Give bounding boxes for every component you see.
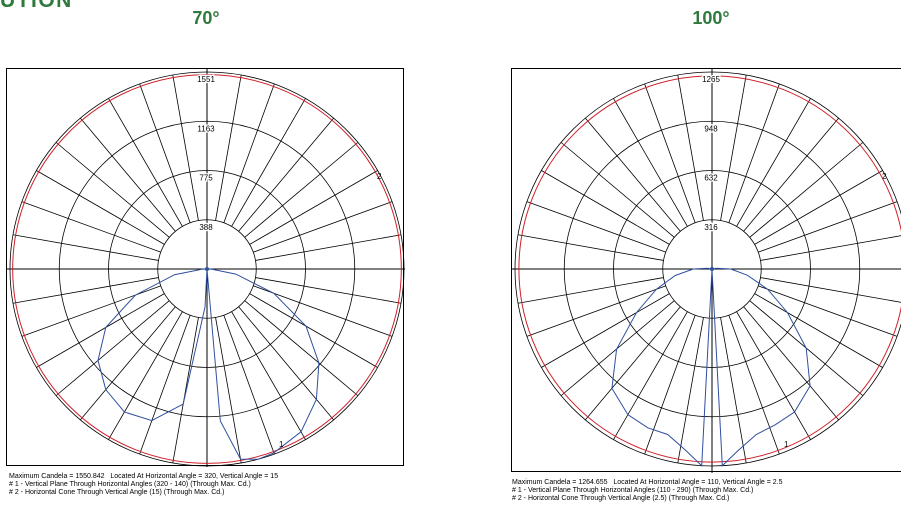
grid-spoke — [172, 317, 199, 464]
grid-spoke — [36, 170, 165, 245]
grid-spoke — [12, 234, 159, 261]
grid-spoke — [80, 306, 176, 421]
grid-spoke — [677, 317, 704, 464]
cone-legend-text: # 2 - Horizontal Cone Through Vertical A… — [9, 489, 225, 496]
grid-spoke — [754, 293, 883, 368]
cone-curve-label: 2 — [377, 172, 382, 181]
polar-chart-svg: 316 632 948 1265 1 2 — [512, 69, 901, 473]
grid-spoke — [758, 201, 898, 253]
radial-tick-label: 632 — [704, 174, 718, 183]
vertical-plane-curve — [97, 268, 320, 460]
radial-tick-label: 775 — [199, 174, 213, 183]
grid-spoke — [108, 98, 183, 227]
grid-spoke — [238, 117, 334, 232]
grid-spoke — [760, 235, 901, 261]
grid-spoke — [21, 201, 161, 253]
grid-spoke — [526, 285, 666, 337]
grid-spoke — [253, 285, 393, 337]
beam-angle-title-100: 100° — [692, 8, 730, 28]
grid-spoke — [215, 74, 242, 221]
plane-legend-text: # 1 - Vertical Plane Through Horizontal … — [9, 481, 251, 488]
candela-caption-70: Maximum Candela = 1550.842 Located At Ho… — [9, 473, 278, 497]
max-candela-text: Maximum Candela = 1550.842 Located At Ho… — [9, 473, 279, 480]
grid-spoke — [743, 306, 839, 421]
cone-legend-text: # 2 - Horizontal Cone Through Vertical A… — [512, 495, 730, 502]
grid-spoke — [255, 277, 402, 304]
max-candela-text: Maximum Candela = 1264.655 Located At Ho… — [512, 479, 783, 486]
grid-spoke — [613, 311, 688, 440]
grid-spoke — [526, 201, 666, 253]
grid-spoke — [80, 117, 176, 232]
grid-spoke — [736, 98, 811, 227]
radial-tick-label: 1265 — [702, 75, 720, 84]
grid-spoke — [613, 98, 688, 227]
grid-spoke — [760, 277, 901, 303]
grid-spoke — [223, 315, 275, 455]
vertical-plane-curve — [611, 267, 811, 467]
grid-spoke — [585, 117, 681, 232]
plane-legend-text: # 1 - Vertical Plane Through Horizontal … — [512, 487, 754, 494]
grid-spoke — [677, 74, 704, 221]
grid-spoke — [728, 83, 780, 223]
grid-spoke — [541, 170, 670, 245]
grid-spoke — [244, 142, 359, 238]
grid-spoke — [172, 74, 199, 221]
grid-spoke — [720, 317, 747, 464]
plane-curve-label: 1 — [784, 440, 789, 449]
grid-spoke — [139, 83, 191, 223]
plane-curve-label: 1 — [279, 440, 284, 449]
grid-spoke — [238, 306, 334, 421]
grid-spoke — [215, 317, 242, 464]
grid-spoke — [223, 83, 275, 223]
grid-spoke — [585, 306, 681, 421]
grid-spoke — [517, 234, 664, 261]
grid-spoke — [517, 277, 664, 304]
grid-spoke — [55, 142, 170, 238]
grid-spoke — [249, 170, 378, 245]
grid-spoke — [231, 98, 306, 227]
horizontal-cone-curve — [518, 75, 901, 463]
grid-spoke — [108, 311, 183, 440]
grid-spoke — [743, 117, 839, 232]
grid-spoke — [12, 277, 159, 304]
grid-spoke — [55, 300, 170, 396]
grid-spoke — [139, 315, 191, 455]
cone-curve-label: 2 — [882, 172, 887, 181]
candela-polar-plot-100: 316 632 948 1265 1 2 — [511, 68, 901, 473]
grid-spoke — [541, 293, 670, 368]
grid-spoke — [21, 285, 161, 337]
grid-spoke — [644, 83, 696, 223]
grid-spoke — [231, 311, 306, 440]
radial-tick-label: 316 — [704, 223, 718, 232]
section-title: UTION — [0, 0, 73, 12]
grid-spoke — [644, 315, 696, 455]
grid-spoke — [255, 234, 402, 261]
grid-spoke — [749, 142, 864, 238]
grid-spoke — [736, 311, 811, 440]
radial-tick-label: 1551 — [197, 75, 215, 84]
grid-spoke — [253, 201, 393, 253]
grid-spoke — [720, 74, 747, 221]
radial-tick-label: 1163 — [197, 124, 215, 133]
grid-spoke — [758, 285, 898, 337]
grid-spoke — [249, 293, 378, 368]
grid-spoke — [36, 293, 165, 368]
polar-chart-svg: 388 775 1163 1551 1 2 — [7, 69, 405, 467]
radial-tick-label: 948 — [704, 124, 718, 133]
grid-spoke — [560, 142, 675, 238]
candela-polar-plot-70: 388 775 1163 1551 1 2 — [6, 68, 405, 467]
horizontal-cone-curve — [12, 74, 402, 464]
grid-spoke — [728, 315, 780, 455]
center-point — [205, 267, 209, 271]
center-point — [710, 267, 714, 271]
grid-spoke — [754, 170, 883, 245]
radial-tick-label: 388 — [199, 223, 213, 232]
candela-caption-100: Maximum Candela = 1264.655 Located At Ho… — [512, 479, 783, 503]
beam-angle-title-70: 70° — [192, 8, 220, 28]
grid-spoke — [244, 300, 359, 396]
